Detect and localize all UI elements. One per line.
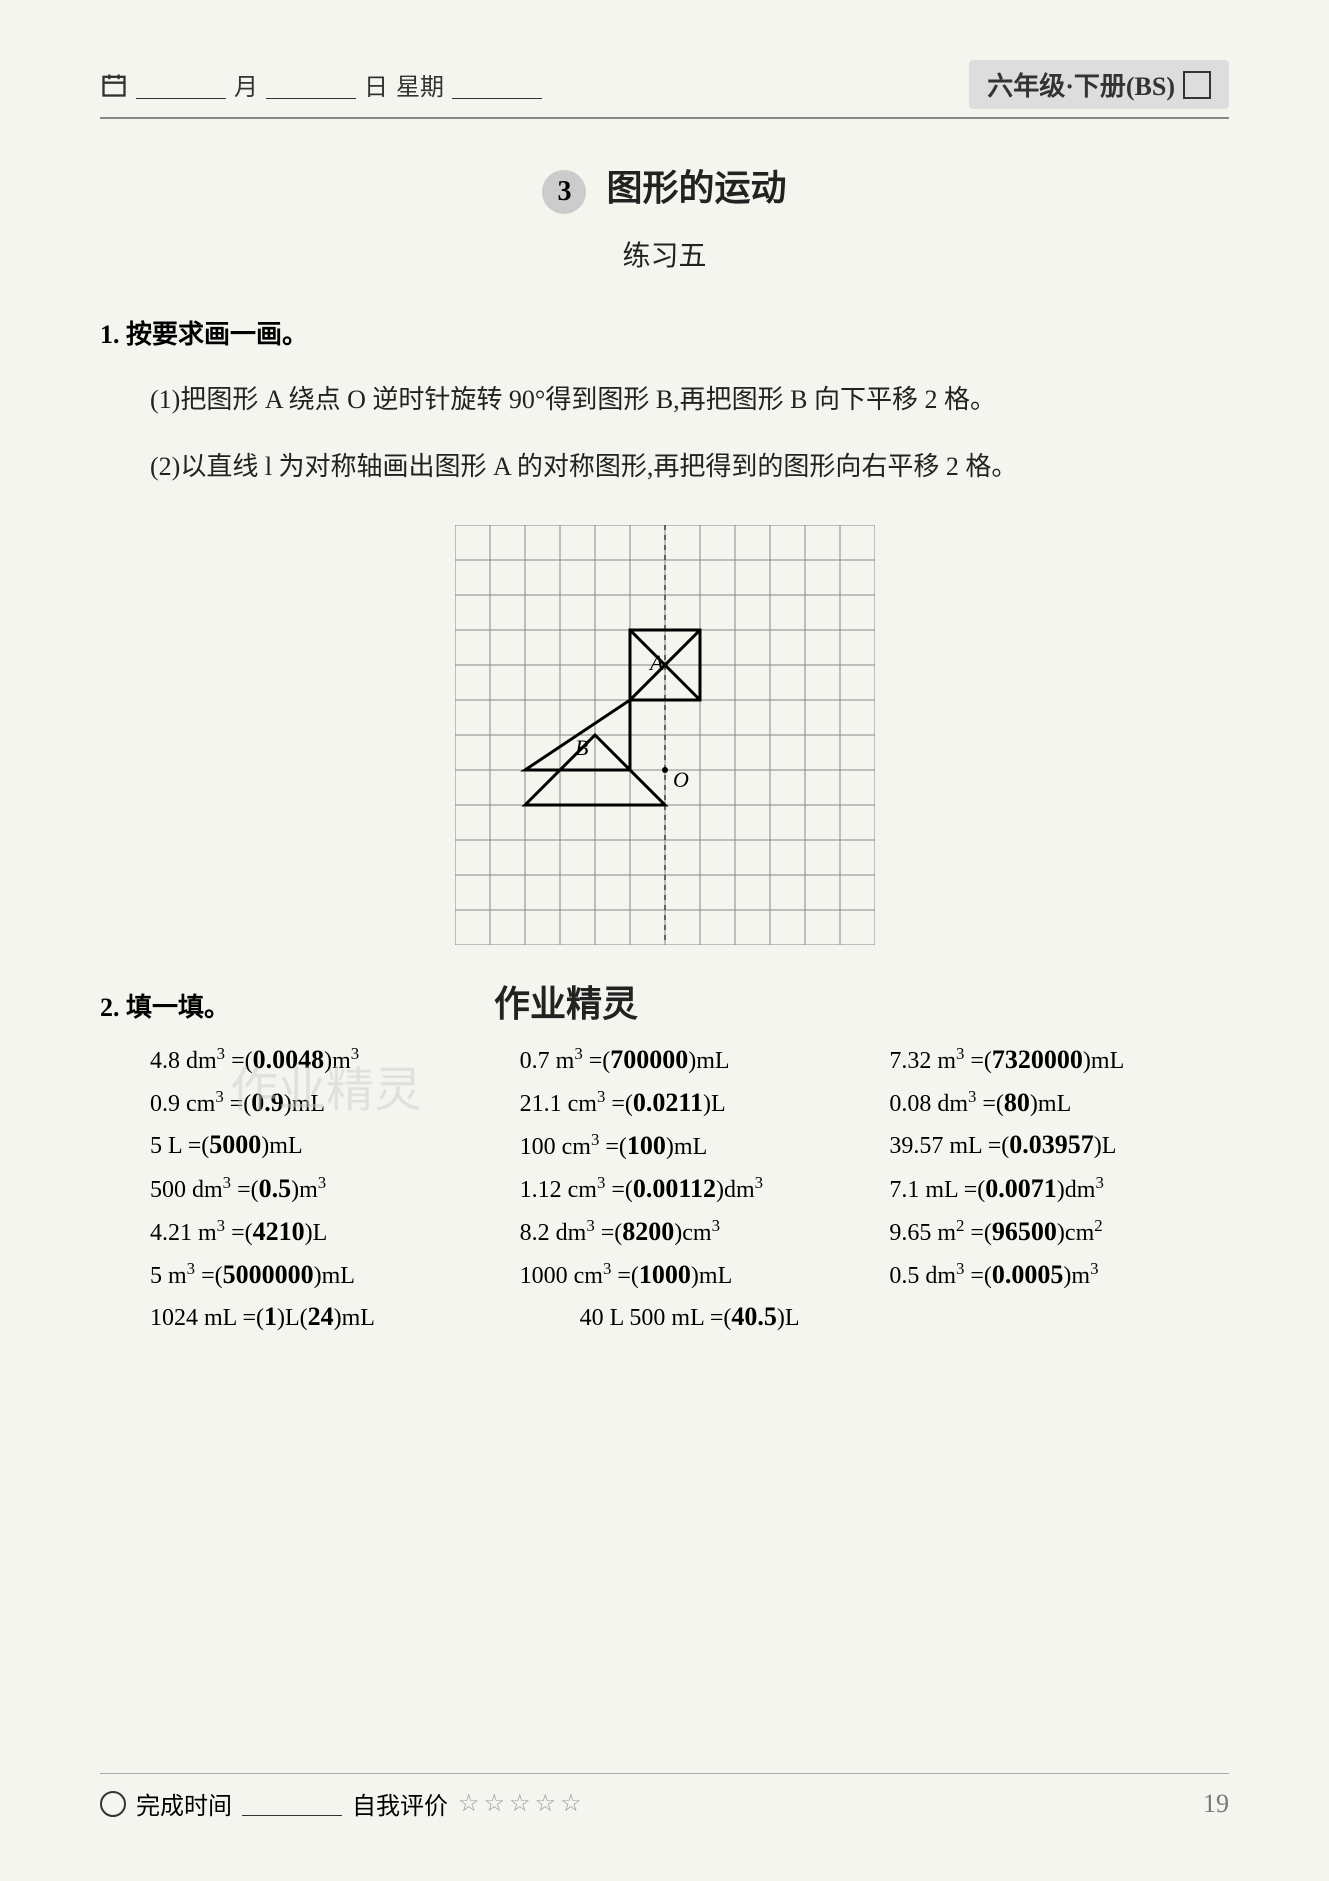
- fill-item: 39.57 mL =(0.03957)L: [889, 1130, 1229, 1161]
- point-o: [662, 767, 668, 773]
- answer: 1000: [639, 1260, 691, 1289]
- answer: 0.00112: [633, 1174, 716, 1203]
- watermark-2: 作业精灵: [494, 984, 638, 1024]
- eval-label: 自我评价: [352, 1786, 448, 1821]
- fill-item: 9.65 m2 =(96500)cm2: [889, 1216, 1229, 1247]
- day-blank[interactable]: [266, 71, 356, 99]
- q1-sub2: (2)以直线 l 为对称轴画出图形 A 的对称图形,再把得到的图形向右平移 2 …: [100, 438, 1229, 495]
- weekday-blank[interactable]: [452, 71, 542, 99]
- abacus-icon: [1183, 71, 1211, 99]
- fill-item: 0.7 m3 =(700000)mL: [520, 1044, 860, 1075]
- answer: 0.0071: [985, 1174, 1057, 1203]
- fill-item: 0.08 dm3 =(80)mL: [889, 1087, 1229, 1118]
- answer: 0.5: [259, 1174, 292, 1203]
- fill-item: 4.21 m3 =(4210)L: [150, 1216, 490, 1247]
- fill-item: 21.1 cm3 =(0.0211)L: [520, 1087, 860, 1118]
- answer: 96500: [992, 1217, 1057, 1246]
- answer: 80: [1004, 1088, 1030, 1117]
- shape-a-label: A: [648, 650, 664, 675]
- q2-label: 2. 填一填。: [100, 987, 230, 1024]
- answer: 0.0211: [633, 1088, 703, 1117]
- watermark-1: 作业精灵: [230, 1050, 422, 1120]
- month-blank[interactable]: [136, 71, 226, 99]
- fill-item: 500 dm3 =(0.5)m3: [150, 1173, 490, 1204]
- page-header: 月 日 星期 六年级·下册(BS): [100, 60, 1229, 119]
- grade-text: 六年级·下册(BS): [987, 66, 1175, 103]
- answer: 0.0005: [992, 1260, 1064, 1289]
- section-name: 图形的运动: [606, 168, 786, 208]
- point-o-label: O: [673, 767, 689, 792]
- fill-item: 5 m3 =(5000000)mL: [150, 1259, 490, 1290]
- fill-item: 7.1 mL =(0.0071)dm3: [889, 1173, 1229, 1204]
- weekday-label: 星期: [396, 67, 444, 102]
- answer: 5000000: [223, 1260, 314, 1289]
- section-title: 3 图形的运动: [100, 159, 1229, 214]
- answer: 5000: [209, 1130, 261, 1159]
- time-blank[interactable]: [242, 1792, 342, 1816]
- q1-sub1: (1)把图形 A 绕点 O 逆时针旋转 90°得到图形 B,再把图形 B 向下平…: [100, 371, 1229, 428]
- grade-badge: 六年级·下册(BS): [969, 60, 1229, 109]
- q1-label: 1. 按要求画一画。: [100, 314, 1229, 351]
- clock-icon: [100, 1791, 126, 1817]
- eval-stars[interactable]: ☆☆☆☆☆: [458, 1789, 586, 1818]
- month-label: 月: [234, 67, 258, 102]
- fill-item: 100 cm3 =(100)mL: [520, 1130, 860, 1161]
- section-number: 3: [542, 170, 586, 214]
- answer: 0.03957: [1009, 1130, 1094, 1159]
- question-2: 2. 填一填。 作业精灵 4.8 dm3 =(0.0048)m30.7 m3 =…: [100, 975, 1229, 1332]
- answer: 100: [627, 1131, 666, 1160]
- shape-b-label: B: [575, 735, 588, 760]
- day-label: 日: [364, 67, 388, 102]
- footer-left: 完成时间 自我评价 ☆☆☆☆☆: [100, 1786, 586, 1821]
- answer: 700000: [610, 1045, 688, 1074]
- fill-item: 8.2 dm3 =(8200)cm3: [520, 1216, 860, 1247]
- fill-item-last1: 1024 mL =(1)L(24)mL: [150, 1302, 490, 1332]
- answer: 4210: [253, 1217, 305, 1246]
- fill-item: 7.32 m3 =(7320000)mL: [889, 1044, 1229, 1075]
- fill-item: 0.5 dm3 =(0.0005)m3: [889, 1259, 1229, 1290]
- answer: 7320000: [992, 1045, 1083, 1074]
- section-subtitle: 练习五: [100, 234, 1229, 274]
- fill-item: 5 L =(5000)mL: [150, 1130, 490, 1161]
- date-section: 月 日 星期: [100, 67, 542, 102]
- fill-item: 1.12 cm3 =(0.00112)dm3: [520, 1173, 860, 1204]
- time-label: 完成时间: [136, 1786, 232, 1821]
- page-number: 19: [1203, 1789, 1229, 1819]
- fill-item-last2: 40 L 500 mL =(40.5)L: [520, 1302, 1229, 1332]
- answer: 8200: [622, 1217, 674, 1246]
- fill-item: 1000 cm3 =(1000)mL: [520, 1259, 860, 1290]
- calendar-icon: [100, 71, 128, 99]
- grid-figure: l A B O: [455, 525, 875, 945]
- question-1: 1. 按要求画一画。 (1)把图形 A 绕点 O 逆时针旋转 90°得到图形 B…: [100, 314, 1229, 495]
- page-footer: 完成时间 自我评价 ☆☆☆☆☆ 19: [100, 1773, 1229, 1821]
